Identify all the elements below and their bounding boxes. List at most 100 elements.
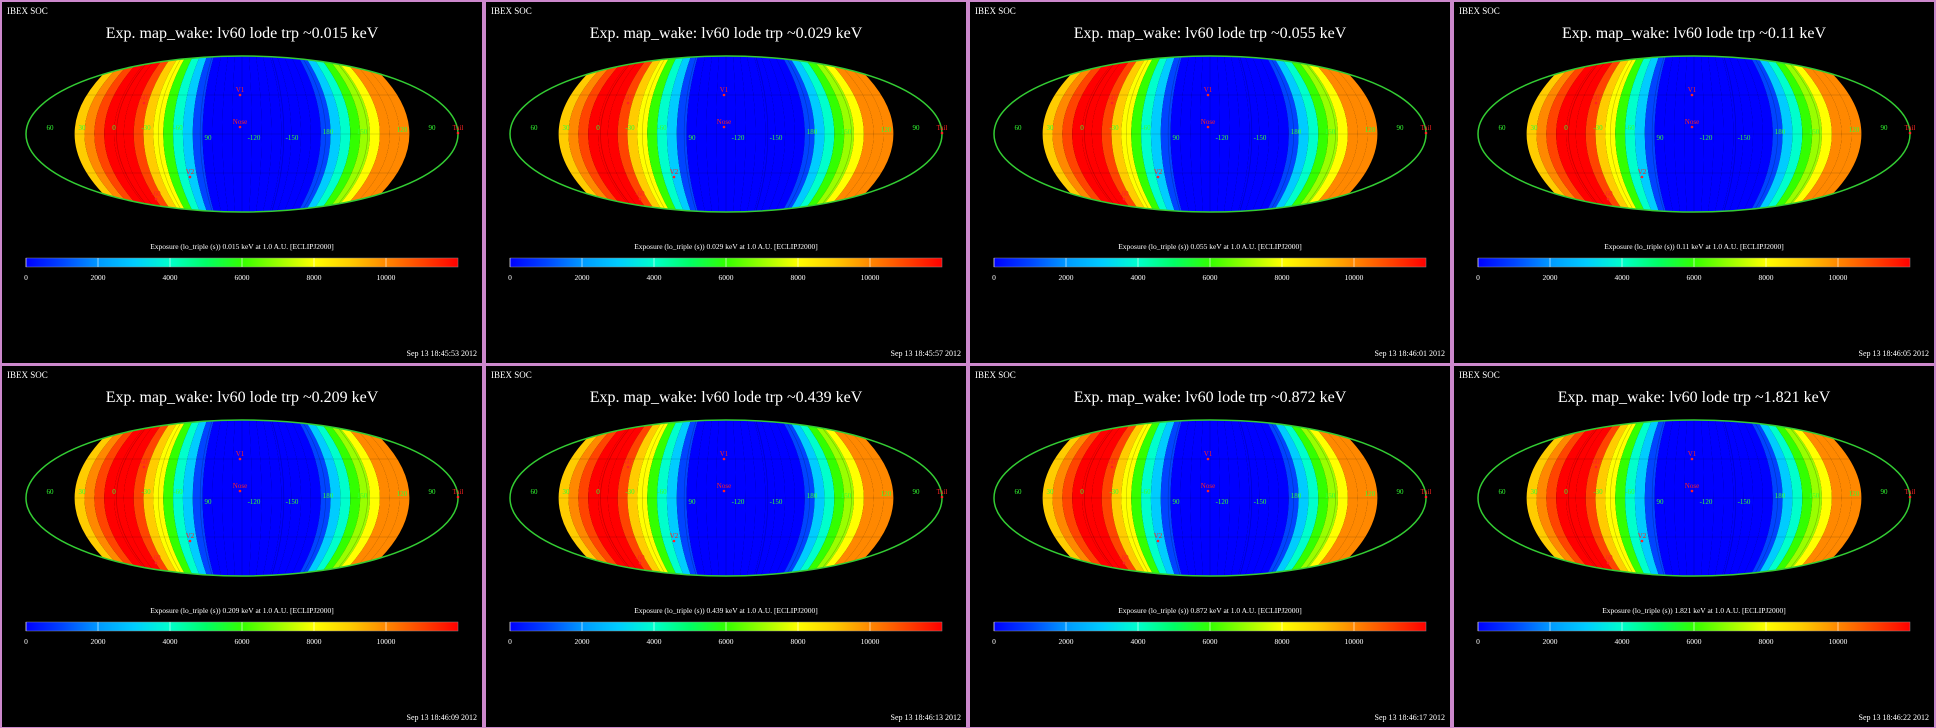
exposure-band [1625, 56, 1653, 212]
colorbar-tick: 0 [992, 637, 996, 646]
marker-dot [1122, 561, 1126, 565]
longitude-label: 90 [1881, 124, 1889, 132]
exposure-band [1777, 56, 1823, 212]
marker-dot [1594, 465, 1598, 469]
exposure-band [262, 56, 282, 212]
longitude-label: 90 [1397, 488, 1405, 496]
exposure-band [1081, 420, 1127, 576]
exposure-band [1052, 56, 1106, 212]
exposure-band [123, 420, 166, 576]
map-svg: IBEX SOC Exp. map_wake: lv60 lode trp ~1.… [1459, 370, 1929, 722]
exposure-band [1756, 56, 1793, 212]
exposure-band [1141, 420, 1169, 576]
marker-label-60: 60 [625, 94, 633, 102]
longitude-label: 60 [531, 488, 539, 496]
exposure-band [74, 56, 131, 212]
exposure-band [283, 420, 311, 576]
exposure-band [726, 56, 736, 212]
exposure-band [1707, 420, 1724, 576]
marker-dot [456, 495, 460, 499]
exposure-band [143, 420, 180, 576]
marker-label--60: -60 [1119, 190, 1129, 198]
exposure-band [1735, 420, 1763, 576]
exposure-band [133, 56, 173, 212]
exposure-band [686, 56, 706, 212]
longitude-label: -60 [657, 488, 667, 496]
chart-title: Exp. map_wake: lv60 lode trp ~0.015 keV [106, 25, 379, 42]
exposure-band [1223, 420, 1240, 576]
exposure-band [1674, 56, 1688, 212]
exposure-band [1258, 56, 1289, 212]
exposure-band [1575, 56, 1618, 212]
exposure-band [558, 56, 615, 212]
exposure-band [325, 56, 371, 212]
exposure-band [1244, 56, 1270, 212]
org-label: IBEX SOC [491, 370, 532, 380]
exposure-band [1556, 56, 1604, 212]
marker-label-v2: V2 [670, 168, 679, 176]
longitude-label: -150 [286, 134, 299, 142]
exposure-band [1237, 56, 1260, 212]
exposure-band [113, 420, 159, 576]
marker-label-tail: Tail [1905, 488, 1916, 496]
exposure-band [1062, 56, 1113, 212]
exposure-band [823, 56, 874, 212]
longitude-label: -30 [1109, 488, 1119, 496]
exposure-band [1265, 56, 1299, 212]
colorbar-tick: 6000 [719, 273, 734, 282]
marker-label-v1: V1 [1204, 86, 1213, 94]
longitude-label: 0 [1080, 124, 1084, 132]
marker-dot [626, 465, 630, 469]
marker-dot [722, 457, 726, 461]
colorbar-tick: 4000 [647, 637, 662, 646]
colorbar-tick: 6000 [1203, 273, 1218, 282]
colorbar-label: Exposure (lo_triple (s)) 0.439 keV at 1.… [634, 606, 818, 615]
exposure-band [1091, 56, 1134, 212]
longitude-label: 0 [112, 488, 116, 496]
exposure-band [1042, 56, 1099, 212]
exposure-band [1314, 56, 1368, 212]
exposure-band [760, 56, 786, 212]
exposure-band [774, 56, 805, 212]
colorbar-tick: 10000 [1345, 273, 1364, 282]
colorbar-tick: 0 [508, 637, 512, 646]
sky-map [510, 420, 942, 576]
exposure-band [1749, 56, 1783, 212]
colorbar-tick: 10000 [861, 273, 880, 282]
exposure-band [173, 56, 201, 212]
exposure-band [173, 420, 201, 576]
marker-dot [672, 175, 676, 179]
exposure-band [753, 420, 776, 576]
exposure-band [1756, 420, 1793, 576]
exposure-band [242, 420, 252, 576]
marker-dot [1206, 93, 1210, 97]
exposure-band [696, 420, 713, 576]
exposure-band [1216, 420, 1230, 576]
marker-label-tail: Tail [453, 124, 464, 132]
exposure-band [1536, 56, 1590, 212]
exposure-band [1321, 56, 1378, 212]
colorbar-tick: 8000 [1275, 637, 1290, 646]
marker-label-60: 60 [141, 458, 149, 466]
longitude-label: -150 [1738, 134, 1751, 142]
colorbar-tick: 2000 [575, 637, 590, 646]
longitude-label: 90 [1397, 124, 1405, 132]
map-panel-3: IBEX SOC Exp. map_wake: lv60 lode trp ~0.… [970, 2, 1450, 363]
exposure-band [607, 420, 650, 576]
exposure-band [767, 420, 795, 576]
exposure-band [1585, 56, 1625, 212]
exposure-band [1615, 56, 1646, 212]
marker-label-v1: V1 [1688, 86, 1697, 94]
marker-label-v2: V2 [1638, 532, 1647, 540]
longitude-label: 0 [596, 488, 600, 496]
colorbar-tick: 8000 [1759, 637, 1774, 646]
exposure-band [104, 420, 152, 576]
exposure-band [290, 420, 321, 576]
exposure-band [290, 56, 321, 212]
longitude-label: -30 [141, 488, 151, 496]
exposure-band [739, 420, 756, 576]
longitude-label: 150 [1325, 492, 1336, 500]
longitude-label: 180 [807, 128, 818, 136]
marker-label-nose: Nose [233, 482, 247, 490]
map-panel-5: IBEX SOC Exp. map_wake: lv60 lode trp ~0.… [2, 366, 482, 727]
